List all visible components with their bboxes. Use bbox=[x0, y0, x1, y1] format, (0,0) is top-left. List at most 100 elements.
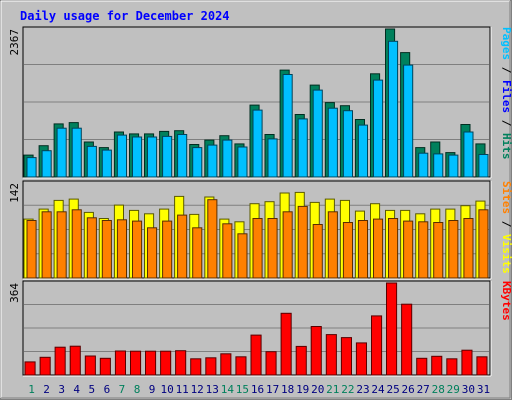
y-max-label: 2367 bbox=[8, 29, 21, 56]
panel-legends: Pages / Files / Hits Sites / Visits KBytes bbox=[500, 27, 512, 321]
bar-kbytes-day-12 bbox=[190, 358, 202, 376]
bar-sites-day-11 bbox=[177, 214, 188, 279]
bar-files-day-20 bbox=[312, 89, 323, 178]
bar-files-day-9 bbox=[147, 136, 158, 178]
x-tick-label-day-19: 19 bbox=[296, 383, 309, 396]
bar-kbytes-day-4 bbox=[69, 345, 81, 376]
x-tick-label-day-21: 21 bbox=[326, 383, 339, 396]
bar-sites-day-15 bbox=[237, 233, 248, 279]
bar-sites-day-20 bbox=[312, 224, 323, 279]
x-tick-label-day-10: 10 bbox=[160, 383, 173, 396]
bar-sites-day-10 bbox=[162, 220, 173, 279]
bar-sites-day-19 bbox=[297, 205, 308, 279]
bar-sites-day-22 bbox=[342, 222, 353, 279]
bar-kbytes-day-11 bbox=[175, 350, 187, 376]
bar-files-day-8 bbox=[132, 136, 143, 178]
bar-sites-day-18 bbox=[282, 211, 293, 279]
bar-kbytes-day-28 bbox=[431, 355, 443, 376]
x-tick-label-day-13: 13 bbox=[206, 383, 219, 396]
legend-entry-sites: Sites bbox=[500, 181, 512, 214]
x-tick-label-day-22: 22 bbox=[341, 383, 354, 396]
bar-kbytes-day-22 bbox=[340, 337, 352, 376]
bar-sites-day-24 bbox=[373, 218, 384, 279]
x-tick-label-day-24: 24 bbox=[371, 383, 385, 396]
x-tick-label-day-7: 7 bbox=[119, 383, 126, 396]
x-tick-label-day-4: 4 bbox=[73, 383, 80, 396]
x-tick-label-day-2: 2 bbox=[43, 383, 50, 396]
bar-kbytes-day-21 bbox=[325, 334, 337, 376]
legend-separator: / bbox=[500, 60, 512, 80]
bar-kbytes-day-31 bbox=[476, 356, 488, 376]
bar-kbytes-day-3 bbox=[54, 346, 66, 376]
x-axis-day-labels: 1 2 3 4 5 6 7 8 9 10 11 12 13 14 15 16 17 18 19 20 21 22 23 24 2… bbox=[28, 383, 490, 396]
x-tick-label-day-31: 31 bbox=[477, 383, 490, 396]
bar-kbytes-day-30 bbox=[461, 349, 473, 376]
bar-sites-day-14 bbox=[222, 223, 233, 279]
bar-kbytes-day-18 bbox=[280, 312, 292, 376]
bar-kbytes-day-5 bbox=[84, 355, 96, 376]
x-tick-label-day-1: 1 bbox=[28, 383, 35, 396]
bar-files-day-25 bbox=[388, 40, 399, 178]
bar-sites-day-16 bbox=[252, 218, 263, 279]
legend-entry-hits: Hits bbox=[500, 133, 512, 160]
bar-sites-day-1 bbox=[26, 220, 37, 279]
y-axis-max-labels: 2367 142 364 bbox=[8, 29, 21, 303]
legend-separator: / bbox=[500, 113, 512, 133]
legend-kbytes: KBytes bbox=[500, 281, 512, 321]
x-tick-label-day-14: 14 bbox=[221, 383, 235, 396]
bar-sites-day-6 bbox=[101, 220, 112, 279]
x-tick-label-day-11: 11 bbox=[176, 383, 189, 396]
bar-sites-day-2 bbox=[41, 211, 52, 279]
bar-sites-day-7 bbox=[116, 219, 128, 279]
bar-kbytes-day-6 bbox=[99, 357, 111, 376]
bar-kbytes-day-26 bbox=[401, 303, 413, 376]
x-tick-label-day-25: 25 bbox=[386, 383, 399, 396]
legend-hits-files: Pages / Files / Hits bbox=[500, 27, 512, 160]
bar-files-day-13 bbox=[207, 144, 218, 178]
bar-files-day-7 bbox=[116, 134, 128, 178]
legend-entry-pages: Pages bbox=[500, 27, 512, 60]
bar-sites-day-21 bbox=[327, 211, 338, 279]
bar-files-day-16 bbox=[252, 109, 263, 178]
bar-kbytes-day-29 bbox=[446, 358, 458, 376]
bar-files-day-18 bbox=[282, 74, 293, 178]
bar-sites-day-4 bbox=[71, 209, 82, 279]
chart-title: Daily usage for December 2024 bbox=[20, 9, 230, 23]
bar-sites-day-8 bbox=[132, 220, 143, 279]
x-tick-label-day-6: 6 bbox=[104, 383, 111, 396]
x-tick-label-day-8: 8 bbox=[134, 383, 141, 396]
bar-kbytes-day-27 bbox=[416, 357, 428, 376]
bar-files-day-2 bbox=[41, 150, 52, 178]
y-max-label: 142 bbox=[8, 183, 21, 203]
legend-sites-visits: Sites / Visits bbox=[500, 181, 512, 274]
bar-sites-day-17 bbox=[267, 218, 278, 279]
bar-files-day-30 bbox=[463, 131, 474, 178]
bar-files-day-31 bbox=[478, 154, 489, 178]
bar-kbytes-day-15 bbox=[235, 356, 247, 376]
bar-sites-day-30 bbox=[463, 218, 474, 279]
bar-files-day-11 bbox=[177, 134, 188, 178]
bar-kbytes-day-17 bbox=[265, 351, 277, 376]
bar-files-day-23 bbox=[357, 124, 368, 178]
bar-sites-day-5 bbox=[86, 217, 97, 279]
x-tick-label-day-30: 30 bbox=[462, 383, 475, 396]
x-tick-label-day-20: 20 bbox=[311, 383, 324, 396]
bar-kbytes-day-24 bbox=[371, 315, 383, 376]
bar-kbytes-day-23 bbox=[355, 342, 367, 376]
bar-sites-day-13 bbox=[207, 199, 218, 279]
bar-sites-day-3 bbox=[56, 211, 67, 279]
bar-files-day-26 bbox=[403, 64, 414, 178]
x-tick-label-day-18: 18 bbox=[281, 383, 294, 396]
bar-sites-day-29 bbox=[448, 220, 459, 279]
bar-files-day-15 bbox=[237, 146, 248, 178]
bar-files-day-19 bbox=[297, 118, 308, 178]
bar-files-day-5 bbox=[86, 145, 97, 178]
bar-kbytes-day-20 bbox=[310, 326, 322, 376]
bar-sites-day-25 bbox=[388, 218, 399, 279]
bar-kbytes-day-10 bbox=[160, 350, 172, 376]
bar-files-day-27 bbox=[418, 152, 429, 178]
bar-kbytes-day-19 bbox=[295, 345, 307, 376]
x-tick-label-day-27: 27 bbox=[417, 383, 430, 396]
